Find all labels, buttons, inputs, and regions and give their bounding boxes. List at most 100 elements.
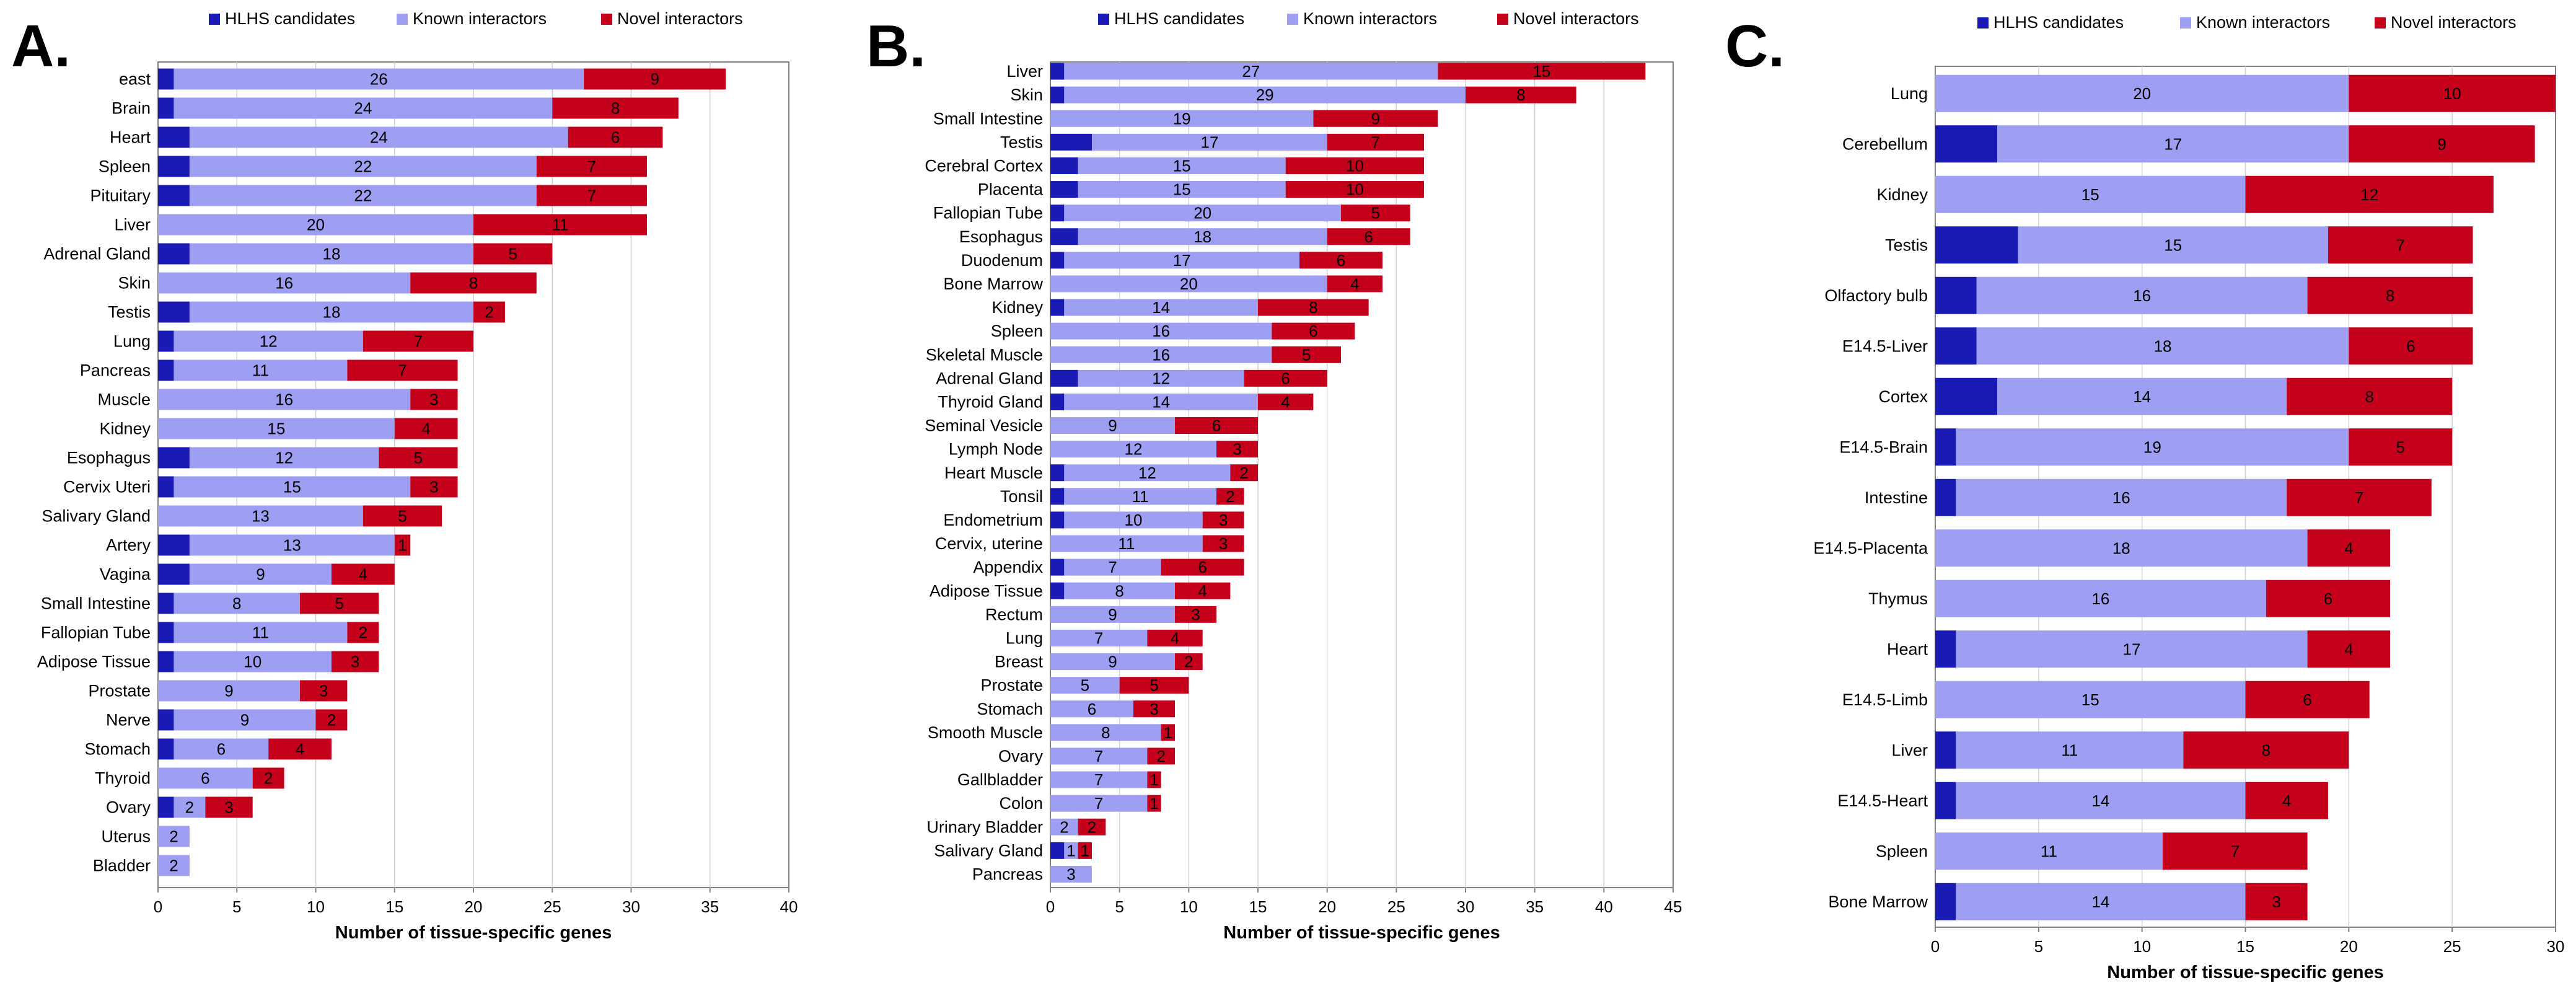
category-label: Appendix xyxy=(973,558,1043,576)
data-label: 16 xyxy=(1152,345,1170,364)
data-label: 18 xyxy=(2154,337,2172,355)
x-tick-label: 5 xyxy=(1115,897,1123,916)
bar-segment-hlhs-candidates xyxy=(1050,369,1078,387)
bar-segment-hlhs-candidates xyxy=(1050,133,1092,151)
data-label: 24 xyxy=(354,99,372,118)
category-label: Endometrium xyxy=(943,511,1043,529)
bar-segment-novel-interactors xyxy=(300,593,379,614)
bar-segment-novel-interactors xyxy=(2307,529,2391,567)
data-label: 2 xyxy=(327,711,336,730)
bar-row: Nerve 9 2 xyxy=(106,709,348,731)
bar-row: Colon 7 1 xyxy=(999,794,1161,813)
data-label: 22 xyxy=(354,157,372,176)
category-label: E14.5-Liver xyxy=(1842,337,1928,355)
data-label: 6 xyxy=(2324,589,2332,608)
data-label: 24 xyxy=(370,128,388,147)
bar-segment-known-interactors xyxy=(1064,464,1231,482)
bar-segment-novel-interactors xyxy=(1078,842,1092,859)
bar-row: Cortex 14 8 xyxy=(1878,377,2453,415)
category-label: Fallopian Tube xyxy=(41,624,151,642)
bar-row: Bladder 2 xyxy=(93,855,190,876)
data-label: 9 xyxy=(1108,653,1117,671)
x-axis-label: Number of tissue-specific genes xyxy=(335,923,612,943)
data-label: 7 xyxy=(2231,842,2240,860)
data-label: 2 xyxy=(169,857,178,875)
data-label: 5 xyxy=(414,449,423,467)
data-label: 16 xyxy=(2133,286,2151,305)
bar-segment-known-interactors xyxy=(1050,653,1175,671)
bar-segment-known-interactors xyxy=(158,680,301,702)
x-tick-label: 35 xyxy=(701,897,719,916)
bar-segment-novel-interactors xyxy=(410,476,458,498)
data-label: 5 xyxy=(1150,676,1158,695)
data-label: 15 xyxy=(267,420,285,438)
data-label: 11 xyxy=(1118,534,1135,553)
panel-label-a: A. xyxy=(11,13,71,79)
data-label: 8 xyxy=(2262,741,2270,759)
bar-row: Pancreas 3 xyxy=(972,865,1092,883)
category-label: Lung xyxy=(1006,628,1043,647)
data-label: 6 xyxy=(611,128,620,147)
category-label: Cervix Uteri xyxy=(63,478,151,496)
bar-row: Small Intestine 8 5 xyxy=(41,593,379,614)
legend-swatch xyxy=(601,14,612,25)
bar-segment-known-interactors xyxy=(174,709,316,731)
x-tick-label: 20 xyxy=(465,897,483,916)
category-label: Heart Muscle xyxy=(944,464,1043,482)
bar-segment-known-interactors xyxy=(1064,842,1078,859)
bar-segment-novel-interactors xyxy=(2307,276,2473,314)
data-label: 4 xyxy=(421,420,430,438)
data-label: 1 xyxy=(1066,841,1075,860)
bar-segment-novel-interactors xyxy=(1258,299,1369,316)
data-label: 17 xyxy=(1200,133,1218,151)
bar-segment-novel-interactors xyxy=(473,243,553,265)
bar-segment-known-interactors xyxy=(158,855,190,876)
category-label: Thymus xyxy=(1868,589,1928,608)
bar-segment-known-interactors xyxy=(1050,677,1120,694)
data-label: 7 xyxy=(414,332,423,351)
bar-segment-hlhs-candidates xyxy=(1935,630,1956,668)
bar-row: Breast 9 2 xyxy=(995,653,1203,671)
bar-segment-known-interactors xyxy=(1078,369,1244,387)
data-label: 20 xyxy=(1180,275,1198,293)
bar-segment-known-interactors xyxy=(1064,299,1258,316)
bar-segment-novel-interactors xyxy=(1244,369,1327,387)
bar-segment-novel-interactors xyxy=(363,330,473,352)
bar-segment-known-interactors xyxy=(1092,133,1327,151)
bar-segment-novel-interactors xyxy=(2307,630,2391,668)
data-label: 4 xyxy=(1171,628,1179,647)
data-label: 6 xyxy=(1281,369,1290,387)
x-tick-label: 10 xyxy=(307,897,325,916)
legend-swatch xyxy=(2180,17,2191,29)
x-tick-label: 15 xyxy=(385,897,403,916)
bar-segment-novel-interactors xyxy=(394,534,411,556)
data-label: 3 xyxy=(224,798,233,817)
data-label: 15 xyxy=(1532,62,1550,81)
bar-segment-known-interactors xyxy=(1935,832,2163,870)
data-label: 10 xyxy=(1346,180,1364,199)
bar-row: Spleen 22 7 xyxy=(99,156,647,177)
data-label: 17 xyxy=(2123,640,2141,658)
bar-segment-novel-interactors xyxy=(568,126,663,148)
x-tick-label: 25 xyxy=(1387,897,1405,916)
panel-label-b: B. xyxy=(866,13,926,79)
bar-segment-novel-interactors xyxy=(1161,558,1244,576)
bar-row: Stomach 6 3 xyxy=(977,700,1175,718)
bar-segment-known-interactors xyxy=(1956,630,2308,668)
data-label: 29 xyxy=(1256,86,1274,104)
bar-segment-hlhs-candidates xyxy=(158,709,174,731)
data-label: 16 xyxy=(275,390,293,409)
category-label: Colon xyxy=(999,794,1043,813)
category-label: Cerebral Cortex xyxy=(925,156,1043,175)
bar-row: E14.5-Heart 14 4 xyxy=(1837,782,2328,819)
data-label: 6 xyxy=(201,769,209,788)
data-label: 18 xyxy=(1193,227,1211,246)
bar-segment-hlhs-candidates xyxy=(1050,228,1078,245)
bar-segment-novel-interactors xyxy=(1313,110,1438,127)
bar-segment-novel-interactors xyxy=(2183,731,2349,769)
data-label: 3 xyxy=(1150,700,1158,718)
bar-row: Esophagus 12 5 xyxy=(67,447,458,469)
category-label: Thyroid Gland xyxy=(938,392,1043,411)
legend-label: Novel interactors xyxy=(617,9,743,28)
